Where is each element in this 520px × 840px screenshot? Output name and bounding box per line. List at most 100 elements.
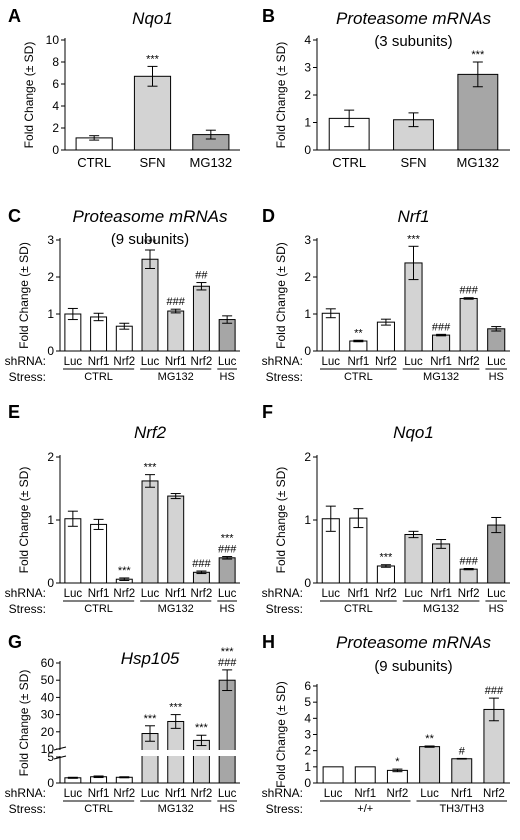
bar — [218, 557, 236, 584]
shrna-label: Nrf2 — [375, 588, 397, 600]
y-tick-label: 1 — [304, 116, 311, 130]
group-label: MG132 — [158, 803, 194, 815]
bar — [349, 340, 368, 352]
significance-mark: *** — [221, 646, 235, 658]
shrna-row-label: shRNA: — [5, 586, 46, 600]
shrna-row-label: shRNA: — [5, 354, 46, 368]
stress-row-label: Stress: — [266, 370, 303, 384]
panel-letter: F — [262, 402, 273, 422]
shrna-label: Luc — [487, 356, 506, 368]
significance-mark: *** — [118, 565, 132, 577]
shrna-label: Nrf2 — [458, 588, 480, 600]
significance-mark: ### — [432, 321, 451, 333]
shrna-label: Nrf1 — [88, 788, 110, 800]
y-tick-label: 0 — [52, 143, 59, 157]
significance-mark: ### — [167, 296, 186, 308]
chart-title: Nrf1 — [397, 207, 429, 226]
y-axis-label: Fold Change (± SD) — [274, 42, 288, 149]
shrna-label: Nrf2 — [387, 788, 409, 800]
panel-h: H Proteasome mRNAs (9 subunits) Fold Change… — [262, 632, 510, 816]
bar — [376, 321, 395, 352]
significance-mark: *** — [407, 233, 421, 245]
y-tick-label: 20 — [41, 725, 55, 739]
significance-mark: ### — [459, 285, 478, 297]
y-tick-label: 3 — [47, 233, 54, 247]
shrna-label: Luc — [404, 356, 423, 368]
y-tick-label: 2 — [52, 121, 59, 135]
shrna-label: Luc — [64, 356, 83, 368]
y-tick-label: 0 — [47, 776, 54, 790]
chart-title: Proteasome mRNAs — [73, 207, 228, 226]
significance-mark: *** — [144, 713, 158, 725]
group-label: CTRL — [84, 371, 113, 383]
chart-subtitle: (9 subunits) — [111, 231, 189, 248]
panel-c: C Proteasome mRNAs (9 subunits) Fold Change… — [5, 206, 240, 384]
y-tick-label: 10 — [41, 742, 55, 756]
x-tick-label: CTRL — [77, 155, 111, 170]
group-label: MG132 — [158, 603, 194, 615]
group-label: +/+ — [357, 803, 373, 815]
shrna-label: Nrf1 — [430, 356, 452, 368]
bar — [354, 766, 376, 784]
shrna-label: Nrf2 — [113, 788, 135, 800]
y-axis-label: Fold Change (± SD) — [274, 242, 288, 349]
shrna-label: Luc — [141, 356, 160, 368]
bar — [404, 533, 423, 584]
bar — [432, 543, 451, 584]
group-label: HS — [489, 371, 504, 383]
shrna-label: Luc — [420, 788, 439, 800]
y-axis-label: Fold Change (± SD) — [17, 467, 31, 574]
x-tick-label: SFN — [401, 155, 427, 170]
y-tick-label: 50 — [41, 673, 55, 687]
panel-f: F Nqo1 Fold Change (± SD) 0 1 2 *** ### shRNA: St… — [262, 402, 510, 616]
y-tick-label: 8 — [52, 55, 59, 69]
shrna-label: Nrf2 — [191, 588, 213, 600]
y-tick-label: 3 — [304, 61, 311, 75]
significance-mark: ### — [218, 657, 237, 669]
shrna-row-label: shRNA: — [5, 786, 46, 800]
significance-mark: *** — [146, 53, 160, 65]
y-tick-label: 6 — [304, 679, 311, 693]
bar — [192, 285, 210, 352]
group-label: CTRL — [84, 603, 113, 615]
bar — [167, 310, 185, 352]
shrna-label: Nrf1 — [451, 788, 473, 800]
stress-row-label: Stress: — [266, 802, 303, 816]
y-tick-label: 0 — [304, 576, 311, 590]
y-tick-label: 1 — [304, 307, 311, 321]
x-tick-label: MG132 — [190, 155, 233, 170]
y-tick-label: 10 — [46, 33, 60, 47]
y-tick-label: 0 — [304, 776, 311, 790]
x-tick-label: SFN — [140, 155, 166, 170]
panel-letter: A — [8, 6, 21, 26]
shrna-label: Luc — [322, 588, 341, 600]
y-axis-label: Fold Change (± SD) — [17, 242, 31, 349]
shrna-label: Nrf2 — [113, 588, 135, 600]
y-tick-label: 5 — [47, 750, 54, 764]
panel-letter: H — [262, 632, 275, 652]
y-tick-label: 0 — [47, 576, 54, 590]
y-tick-label: 2 — [304, 744, 311, 758]
group-label: HS — [220, 803, 235, 815]
stress-row-label: Stress: — [266, 602, 303, 616]
y-tick-label: 30 — [41, 708, 55, 722]
bar — [419, 746, 441, 784]
bar — [487, 328, 506, 352]
shrna-label: Luc — [141, 788, 160, 800]
significance-mark: *** — [380, 552, 394, 564]
panel-letter: B — [262, 6, 275, 26]
y-tick-label: 4 — [304, 33, 311, 47]
group-label: MG132 — [423, 371, 459, 383]
y-tick-label: 2 — [304, 270, 311, 284]
significance-mark: ### — [192, 558, 211, 570]
significance-mark: ** — [425, 733, 434, 745]
y-tick-label: 60 — [41, 656, 55, 670]
group-label: CTRL — [344, 603, 373, 615]
shrna-label: Nrf1 — [165, 788, 187, 800]
x-tick-label: CTRL — [332, 155, 366, 170]
y-tick-label: 1 — [304, 513, 311, 527]
x-tick-label: MG132 — [457, 155, 500, 170]
bar — [218, 679, 236, 784]
bar — [141, 258, 159, 352]
